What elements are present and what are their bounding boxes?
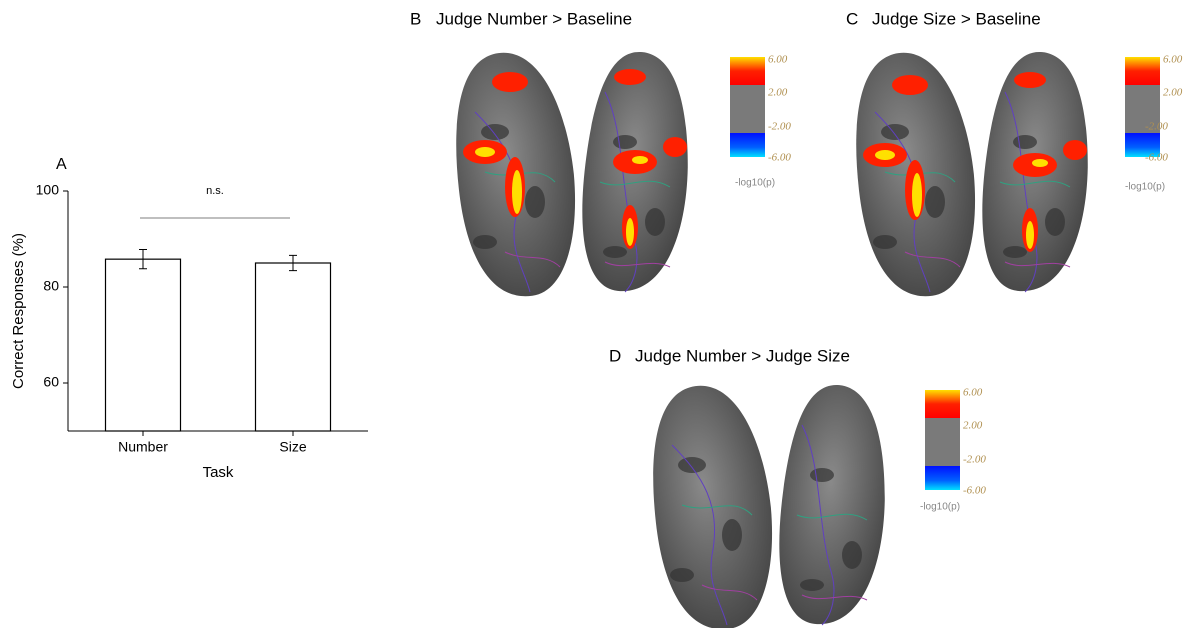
colorbar-label: -log10(p)	[735, 178, 775, 189]
bar	[256, 263, 331, 431]
panel-label: B	[410, 9, 421, 28]
colorbar-tick: -2.00	[1145, 121, 1168, 133]
colorbar-tick: 6.00	[768, 54, 788, 66]
panel-title: Judge Number > Baseline	[436, 9, 632, 28]
colorbar-label: -log10(p)	[920, 502, 960, 513]
panel-label: D	[609, 346, 621, 365]
colorbar-tick: -2.00	[963, 454, 986, 466]
y-tick-label: 100	[36, 182, 60, 198]
colorbar-tick: 2.00	[768, 87, 788, 99]
bar	[106, 259, 181, 431]
colorbar-label: -log10(p)	[1125, 182, 1165, 193]
panel-title: Judge Size > Baseline	[872, 9, 1041, 28]
x-tick-label: Size	[279, 439, 306, 455]
figure: B Judge Number > Baseline 6.00 2.00 -2.0…	[0, 0, 1187, 628]
brain-image	[441, 45, 701, 304]
annotation: n.s.	[206, 185, 224, 197]
colorbar-tick: 2.00	[1163, 87, 1183, 99]
y-tick-label: 80	[43, 278, 59, 294]
x-axis-title: Task	[203, 464, 234, 481]
panel-title: Judge Number > Judge Size	[635, 346, 850, 365]
x-tick-label: Number	[118, 439, 168, 455]
colorbar: 6.00 2.00 -2.00 -6.00 -log10(p)	[920, 387, 986, 513]
colorbar-tick: -6.00	[768, 152, 791, 164]
brain-image	[638, 378, 898, 628]
panel-label: C	[846, 9, 858, 28]
colorbar-tick: 2.00	[963, 420, 983, 432]
colorbar-tick: 6.00	[1163, 54, 1183, 66]
panel-label: A	[56, 156, 67, 173]
brain-image	[841, 45, 1101, 304]
y-axis-title: Correct Responses (%)	[10, 233, 27, 389]
colorbar-tick: -6.00	[1145, 152, 1168, 164]
colorbar: 6.00 2.00 -2.00 -6.00 -log10(p)	[1125, 54, 1183, 193]
colorbar-tick: -6.00	[963, 485, 986, 497]
colorbar: 6.00 2.00 -2.00 -6.00 -log10(p)	[730, 54, 791, 189]
colorbar-tick: -2.00	[768, 121, 791, 133]
y-tick-label: 60	[43, 374, 59, 390]
colorbar-tick: 6.00	[963, 387, 983, 399]
